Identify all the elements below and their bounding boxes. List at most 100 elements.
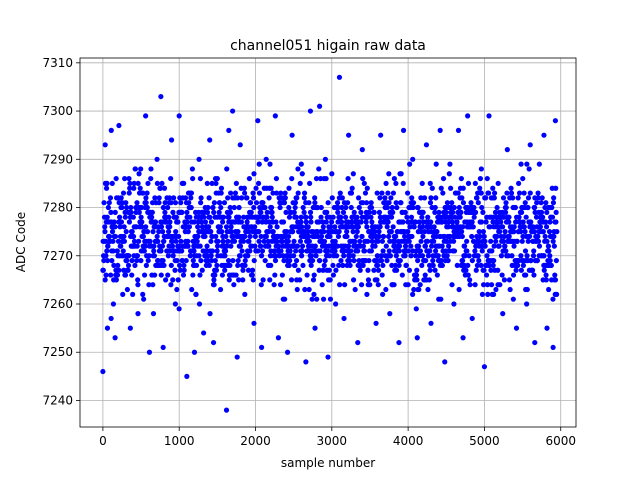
data-point <box>432 204 438 211</box>
data-point <box>222 253 228 259</box>
data-point <box>345 175 351 182</box>
data-point <box>355 248 361 254</box>
data-point <box>367 282 373 288</box>
data-point <box>396 248 402 254</box>
data-point <box>197 272 203 278</box>
data-point <box>373 320 379 326</box>
data-point <box>168 262 174 269</box>
data-point <box>529 267 536 273</box>
data-point <box>200 224 206 230</box>
data-point <box>219 229 225 235</box>
data-point <box>389 204 395 211</box>
data-point <box>427 267 433 273</box>
data-point <box>445 224 451 230</box>
data-point <box>471 253 478 259</box>
data-point <box>298 253 305 259</box>
data-point <box>117 214 123 220</box>
data-point <box>308 253 315 259</box>
data-point <box>365 277 372 283</box>
data-point <box>513 219 519 225</box>
data-point <box>537 224 543 230</box>
data-point <box>506 219 512 225</box>
data-point <box>239 248 245 254</box>
data-point <box>530 224 536 230</box>
data-point <box>266 243 272 249</box>
data-point <box>179 248 185 254</box>
data-point <box>271 248 277 254</box>
data-point <box>335 233 342 240</box>
data-point <box>113 175 119 182</box>
data-point <box>313 253 319 259</box>
data-point <box>316 166 322 172</box>
data-point <box>332 238 338 244</box>
data-point <box>504 147 510 153</box>
data-point <box>396 262 402 269</box>
data-point <box>115 238 122 244</box>
data-point <box>137 185 143 191</box>
data-point <box>249 272 255 278</box>
data-point <box>524 161 530 167</box>
data-point <box>396 339 402 346</box>
data-point <box>228 224 234 230</box>
chart-title: channel051 higain raw data <box>230 38 426 54</box>
data-point <box>437 127 443 133</box>
data-point <box>140 291 146 297</box>
data-point <box>235 257 241 264</box>
data-point <box>366 257 372 264</box>
data-point <box>118 219 125 225</box>
data-point <box>263 156 269 162</box>
data-point <box>236 204 242 211</box>
data-point <box>414 335 420 341</box>
data-point <box>190 175 196 182</box>
data-point <box>344 233 350 240</box>
data-point <box>136 171 142 177</box>
data-point <box>411 224 417 230</box>
data-point <box>312 195 318 201</box>
data-point <box>122 214 128 220</box>
data-point <box>547 257 553 264</box>
data-point <box>126 219 133 225</box>
data-point <box>375 282 381 288</box>
data-point <box>543 219 549 225</box>
data-point <box>501 277 508 283</box>
data-point <box>102 277 108 283</box>
data-point <box>550 200 557 206</box>
data-point <box>532 339 538 346</box>
data-point <box>510 195 516 201</box>
data-point <box>211 277 217 283</box>
data-point <box>201 330 207 336</box>
data-point <box>269 209 275 215</box>
data-point <box>318 204 324 211</box>
data-point <box>500 311 506 317</box>
data-point <box>371 209 377 215</box>
data-point <box>128 209 134 215</box>
data-point <box>516 190 523 196</box>
data-point <box>170 209 176 215</box>
data-point <box>419 214 425 220</box>
data-point <box>394 204 400 211</box>
data-point <box>245 267 252 273</box>
data-point <box>431 224 437 230</box>
data-point <box>196 301 203 307</box>
data-point <box>267 161 273 167</box>
data-point <box>286 214 293 220</box>
data-point <box>156 200 162 206</box>
data-point <box>416 286 422 293</box>
data-point <box>461 243 468 249</box>
data-point <box>363 219 369 225</box>
data-point <box>339 204 345 211</box>
data-point <box>282 195 288 201</box>
data-point <box>420 233 426 240</box>
data-point <box>138 214 144 220</box>
data-point <box>165 229 172 235</box>
data-point <box>270 229 276 235</box>
data-point <box>544 238 550 244</box>
data-point <box>242 291 248 297</box>
data-point <box>126 190 132 196</box>
data-point <box>120 291 126 297</box>
y-tick-label: 7250 <box>42 345 73 359</box>
data-point <box>176 233 182 240</box>
data-point <box>456 204 462 211</box>
data-point <box>494 233 500 240</box>
data-point <box>145 257 151 264</box>
